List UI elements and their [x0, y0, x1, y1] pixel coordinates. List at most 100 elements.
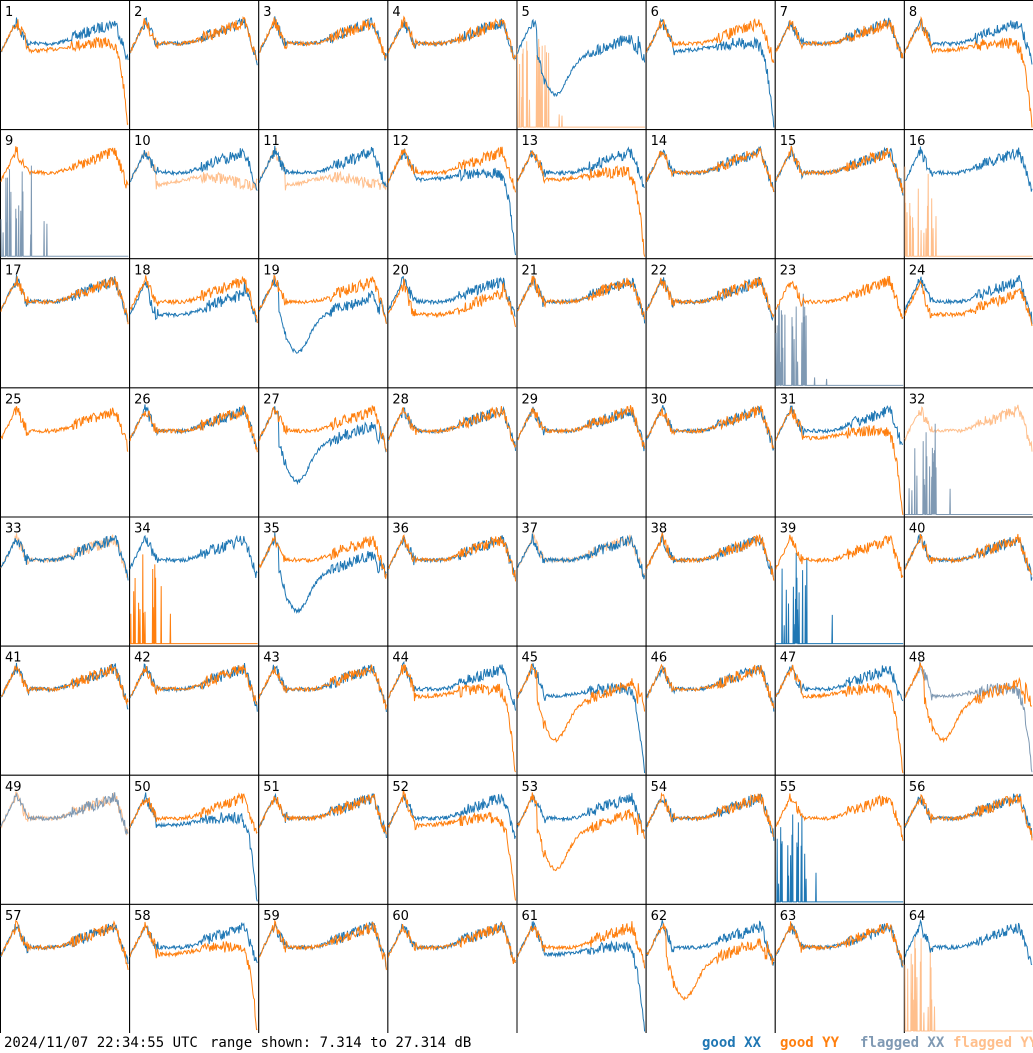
series-xx-line [646, 532, 774, 577]
panel-42: 42 [129, 645, 260, 776]
panel-frame [387, 258, 518, 389]
panel-number-label: 57 [5, 909, 22, 924]
panel-frame [516, 645, 647, 776]
panel-frame [903, 645, 1033, 776]
series-xx-line [775, 664, 904, 702]
series-yy-line [646, 792, 774, 837]
series-yy-line [1, 919, 129, 970]
panel-number-label: 27 [263, 392, 280, 407]
panel-49: 49 [0, 774, 131, 905]
panel-frame [516, 516, 647, 647]
panel-number-label: 30 [651, 392, 668, 407]
series-xx-line [129, 404, 258, 450]
panel-5: 5 [516, 0, 647, 131]
panel-number-label: 20 [392, 263, 409, 278]
panel-1: 1 [0, 0, 131, 131]
panel-number-label: 8 [909, 5, 917, 20]
series-yy-line [904, 280, 1033, 327]
panel-number-label: 12 [392, 134, 409, 149]
panel-number-label: 9 [5, 134, 13, 149]
panel-frame [645, 0, 776, 131]
panel-frame [516, 387, 647, 518]
panel-number-label: 38 [651, 522, 668, 537]
panel-55: 55 [774, 774, 905, 905]
panel-frame [903, 258, 1033, 389]
panel-8: 8 [903, 0, 1033, 131]
series-yy-line [388, 534, 516, 582]
panel-frame [0, 258, 131, 389]
panel-frame [903, 774, 1033, 905]
series-yy-line [0, 276, 129, 325]
panel-number-label: 1 [5, 5, 13, 20]
series-xx-line [258, 145, 387, 188]
series-yy-line [258, 147, 387, 191]
panel-frame [129, 129, 260, 260]
panel-34: 34 [129, 516, 260, 647]
panel-33: 33 [0, 516, 131, 647]
panel-number-label: 21 [522, 263, 539, 278]
panel-number-label: 61 [522, 909, 539, 924]
panel-15: 15 [774, 129, 905, 260]
panel-26: 26 [129, 387, 260, 518]
series-xx-line [904, 660, 1033, 773]
series-yy-line [258, 534, 387, 579]
panel-number-label: 4 [392, 5, 400, 20]
panel-7: 7 [774, 0, 905, 131]
panel-frame [387, 0, 518, 131]
series-yy-line [387, 921, 516, 964]
panel-47: 47 [774, 645, 905, 776]
series-yy-line [646, 663, 775, 709]
panel-58: 58 [129, 903, 260, 1033]
series-yy-line [904, 404, 1033, 452]
series-xx-line [0, 17, 129, 61]
panel-frame [516, 129, 647, 260]
panel-frame [258, 129, 389, 260]
series-xx-line [517, 663, 646, 774]
panel-13: 13 [516, 129, 647, 260]
series-yy-line [646, 146, 775, 193]
series-xx-line [387, 660, 516, 711]
panel-number-label: 62 [651, 909, 668, 924]
panel-number-label: 54 [651, 780, 668, 795]
series-yy-line [517, 663, 646, 743]
panel-56: 56 [903, 774, 1033, 905]
series-yy-line [904, 793, 1033, 841]
series-xx-line [129, 922, 258, 964]
panel-number-label: 45 [522, 651, 539, 666]
series-yy-line [904, 15, 1033, 128]
series-xx-line [258, 532, 387, 614]
panel-37: 37 [516, 516, 647, 647]
footer-bar: 2024/11/07 22:34:55 UTC range shown: 7.3… [0, 1033, 1033, 1053]
panel-29: 29 [516, 387, 647, 518]
panel-51: 51 [258, 774, 389, 905]
series-xx-line [387, 793, 516, 839]
panel-number-label: 42 [134, 651, 151, 666]
panel-31: 31 [774, 387, 905, 518]
legend-flagged-yy: flagged YY [953, 1035, 1033, 1051]
panel-number-label: 35 [263, 522, 280, 537]
panel-frame [774, 0, 905, 131]
panel-35: 35 [258, 516, 389, 647]
series-xx-line [904, 274, 1033, 325]
series-yy-line [0, 791, 129, 836]
panel-64: 64 [903, 903, 1033, 1033]
series-xx-line [517, 18, 646, 98]
series-xx-line [646, 17, 775, 128]
series-xx-line [258, 277, 387, 354]
series-xx-line [258, 921, 387, 969]
panel-number-label: 26 [134, 392, 151, 407]
panel-43: 43 [258, 645, 389, 776]
panel-number-label: 11 [263, 134, 280, 149]
panel-number-label: 17 [5, 263, 22, 278]
legend-good-xx: good XX [702, 1035, 762, 1051]
series-yy-line [904, 661, 1032, 744]
series-yy-line [129, 554, 258, 645]
panel-62: 62 [645, 903, 776, 1033]
panel-19: 19 [258, 258, 389, 389]
series-xx-line [775, 814, 904, 903]
series-yy-line [0, 664, 129, 706]
panel-number-label: 49 [5, 780, 22, 795]
series-yy-line [387, 790, 516, 901]
series-yy-line [129, 792, 258, 835]
panel-number-label: 46 [651, 651, 668, 666]
